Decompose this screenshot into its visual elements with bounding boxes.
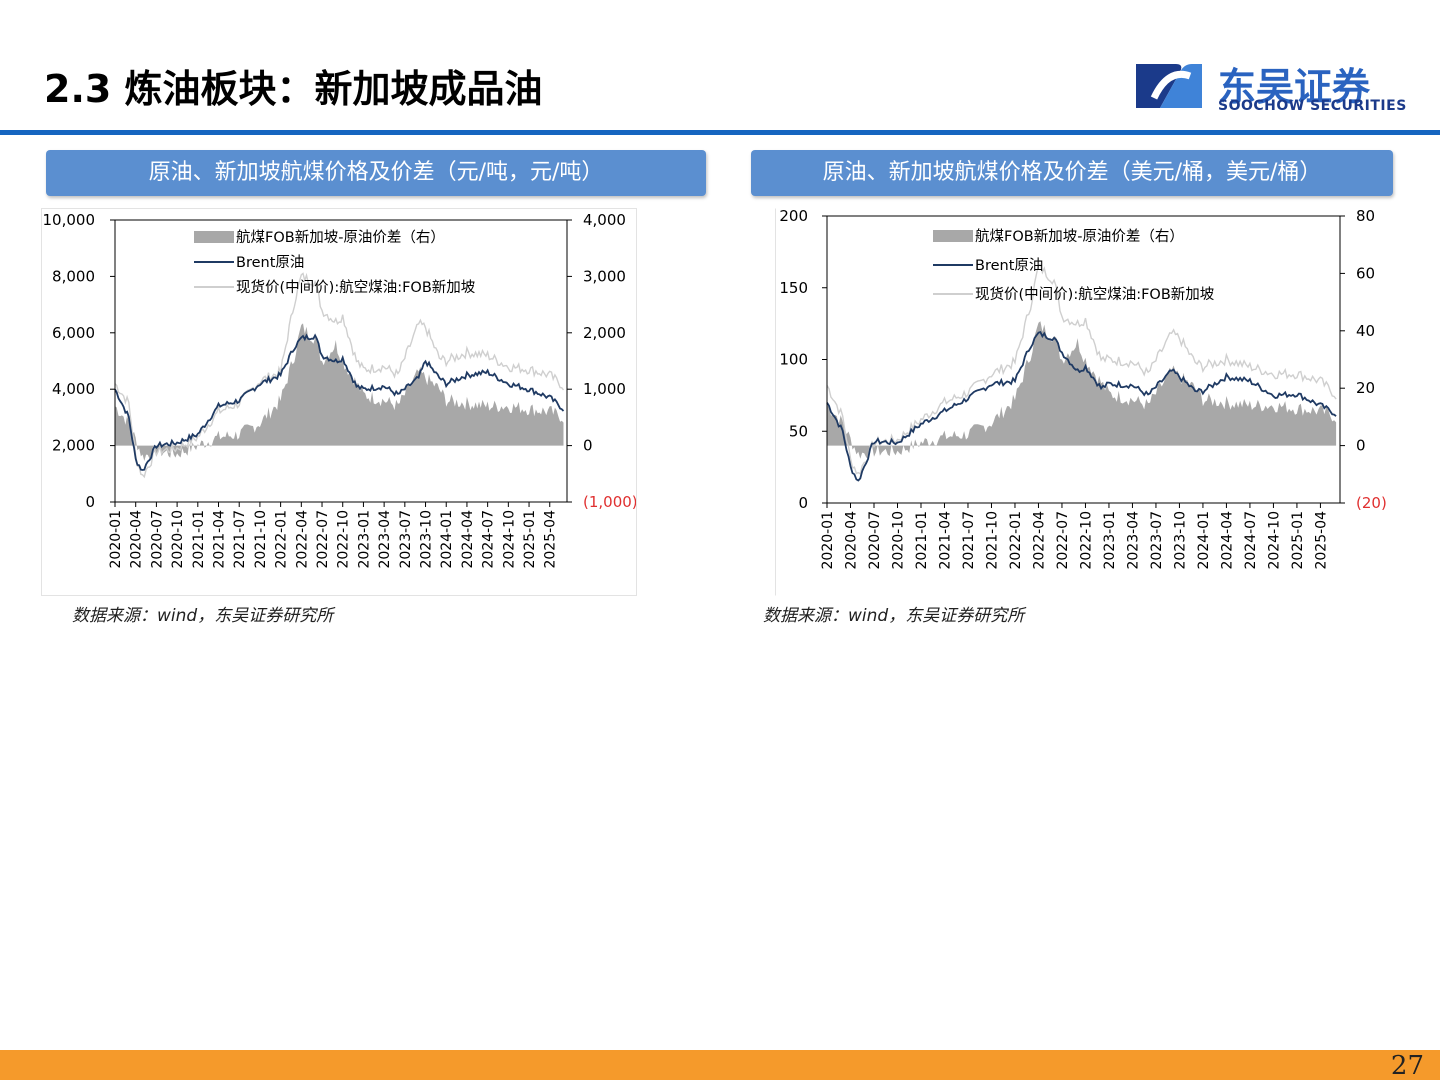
left-axis-tick-label: 4,000 xyxy=(52,380,95,398)
x-axis-tick-label: 2023-04 xyxy=(1125,511,1141,570)
x-axis-tick-label: 2021-07 xyxy=(961,511,977,570)
x-axis-tick-label: 2021-07 xyxy=(232,510,248,569)
chart-container-usd: 0 50 100 150 200 (20) 0 20 40 60 80 2020-01 2020-04 2… xyxy=(775,208,1397,596)
x-axis-tick-label: 2024-04 xyxy=(1219,511,1235,570)
legend-spread-swatch xyxy=(194,231,234,243)
right-axis-tick-label: 40 xyxy=(1356,322,1375,340)
left-axis-tick-label: 8,000 xyxy=(52,267,95,285)
x-axis-tick-label: 2021-10 xyxy=(984,511,1000,570)
x-axis-tick-label: 2020-04 xyxy=(129,510,145,569)
series-spread-area xyxy=(115,323,564,461)
x-axis-tick-label: 2020-10 xyxy=(890,511,906,570)
series-spread-area xyxy=(827,321,1337,459)
x-axis-tick-label: 2022-04 xyxy=(1031,511,1047,570)
x-axis-tick-label: 2021-01 xyxy=(191,510,207,569)
right-axis-tick-label: 3,000 xyxy=(583,267,626,285)
x-axis-tick-label: 2020-04 xyxy=(843,511,859,570)
footer-bar xyxy=(0,1050,1440,1080)
x-axis-tick-label: 2022-07 xyxy=(315,510,331,569)
x-axis-tick-label: 2025-04 xyxy=(1313,511,1329,570)
right-axis-tick-label: 1,000 xyxy=(583,380,626,398)
source-note-cny: 数据来源：wind，东吴证券研究所 xyxy=(72,606,334,626)
legend-spread-label: 航煤FOB新加坡-原油价差（右） xyxy=(975,228,1184,245)
x-axis-tick-label: 2023-07 xyxy=(1149,511,1165,570)
x-axis-tick-label: 2024-07 xyxy=(481,510,497,569)
right-axis-tick-label: 4,000 xyxy=(583,211,626,229)
legend-jet-fuel-label: 现货价(中间价):航空煤油:FOB新加坡 xyxy=(236,279,475,296)
page-title: 2.3 炼油板块：新加坡成品油 xyxy=(44,67,543,111)
x-axis-tick-label: 2022-10 xyxy=(1078,511,1094,570)
soochow-logo-icon xyxy=(1136,64,1202,108)
x-axis-tick-label: 2021-04 xyxy=(212,510,228,569)
x-axis-tick-label: 2022-07 xyxy=(1055,511,1071,570)
logo-en-text: SOOCHOW SECURITIES xyxy=(1218,98,1407,114)
x-axis-tick-label: 2025-01 xyxy=(1290,511,1306,570)
x-axis-tick-label: 2025-01 xyxy=(522,510,538,569)
right-axis-tick-label: 0 xyxy=(583,437,593,455)
x-axis-tick-label: 2022-10 xyxy=(336,510,352,569)
plot-frame xyxy=(114,219,568,503)
x-axis-tick-label: 2020-07 xyxy=(149,510,165,569)
x-axis-tick-label: 2024-01 xyxy=(1196,511,1212,570)
x-axis-tick-label: 2021-01 xyxy=(914,511,930,570)
right-axis-tick-label: 80 xyxy=(1356,209,1375,225)
x-axis-tick-label: 2023-01 xyxy=(1102,511,1118,570)
x-axis-tick-label: 2023-07 xyxy=(398,510,414,569)
series-brent-line xyxy=(826,331,1337,482)
x-axis-tick-label: 2022-01 xyxy=(274,510,290,569)
series-jet-fuel-line xyxy=(114,272,565,479)
legend-jet-fuel-label: 现货价(中间价):航空煤油:FOB新加坡 xyxy=(975,286,1214,303)
x-axis-tick-label: 2024-04 xyxy=(460,510,476,569)
x-axis-tick-label: 2021-10 xyxy=(253,510,269,569)
x-axis-tick-label: 2022-01 xyxy=(1008,511,1024,570)
right-axis-tick-label: 20 xyxy=(1356,379,1375,397)
company-logo: 东吴证券 SOOCHOW SECURITIES xyxy=(1130,56,1410,116)
x-axis-tick-label: 2024-01 xyxy=(439,510,455,569)
chart-header-cny: 原油、新加坡航煤价格及价差（元/吨，元/吨） xyxy=(46,150,706,196)
left-axis-tick-label: 50 xyxy=(789,422,808,440)
left-axis-tick-label: 6,000 xyxy=(52,324,95,342)
legend-spread-swatch xyxy=(933,230,973,242)
title-divider xyxy=(0,130,1440,135)
series-brent-line xyxy=(114,333,565,471)
plot-frame xyxy=(826,215,1341,504)
left-axis-tick-label: 0 xyxy=(85,493,95,511)
x-axis-tick-label: 2025-04 xyxy=(543,510,559,569)
left-axis-tick-label: 150 xyxy=(779,279,808,297)
x-axis-tick-label: 2023-10 xyxy=(1172,511,1188,570)
x-axis-tick-label: 2023-01 xyxy=(356,510,372,569)
x-axis-tick-label: 2021-04 xyxy=(937,511,953,570)
legend-spread-label: 航煤FOB新加坡-原油价差（右） xyxy=(236,229,445,246)
right-axis-tick-label: (1,000) xyxy=(583,493,636,511)
x-axis-tick-label: 2020-01 xyxy=(108,510,124,569)
x-axis-tick-label: 2024-10 xyxy=(501,510,517,569)
x-axis-tick-label: 2024-10 xyxy=(1266,511,1282,570)
right-axis-tick-label: (20) xyxy=(1356,494,1387,512)
left-axis-tick-label: 2,000 xyxy=(52,437,95,455)
source-note-usd: 数据来源：wind，东吴证券研究所 xyxy=(763,606,1025,626)
left-axis-tick-label: 10,000 xyxy=(43,211,96,229)
chart-usd: 0 50 100 150 200 (20) 0 20 40 60 80 2020-01 2020-04 2… xyxy=(779,209,1387,570)
chart-cny: 0 2,000 4,000 6,000 8,000 10,000 (1,000) 0 1,000… xyxy=(43,211,637,569)
legend-brent-label: Brent原油 xyxy=(975,257,1043,274)
chart-container-cny: 0 2,000 4,000 6,000 8,000 10,000 (1,000) 0 1,000… xyxy=(41,208,637,596)
right-axis-tick-label: 2,000 xyxy=(583,324,626,342)
chart-header-usd: 原油、新加坡航煤价格及价差（美元/桶，美元/桶） xyxy=(751,150,1393,196)
left-axis-tick-label: 200 xyxy=(779,209,808,225)
legend-brent-label: Brent原油 xyxy=(236,254,304,271)
x-axis-tick-label: 2020-07 xyxy=(867,511,883,570)
right-axis-tick-label: 60 xyxy=(1356,264,1375,282)
x-axis-tick-label: 2020-01 xyxy=(820,511,836,570)
x-axis-tick-label: 2024-07 xyxy=(1243,511,1259,570)
series-jet-fuel-line xyxy=(826,263,1337,475)
page-number: 27 xyxy=(1390,1051,1424,1081)
x-axis-tick-label: 2022-04 xyxy=(294,510,310,569)
right-axis-tick-label: 0 xyxy=(1356,437,1366,455)
x-axis-tick-label: 2020-10 xyxy=(170,510,186,569)
left-axis-tick-label: 0 xyxy=(798,494,808,512)
x-axis-tick-label: 2023-10 xyxy=(419,510,435,569)
x-axis-tick-label: 2023-04 xyxy=(377,510,393,569)
logo-cn-text: 东吴证券 xyxy=(1218,65,1371,109)
left-axis-tick-label: 100 xyxy=(779,351,808,369)
